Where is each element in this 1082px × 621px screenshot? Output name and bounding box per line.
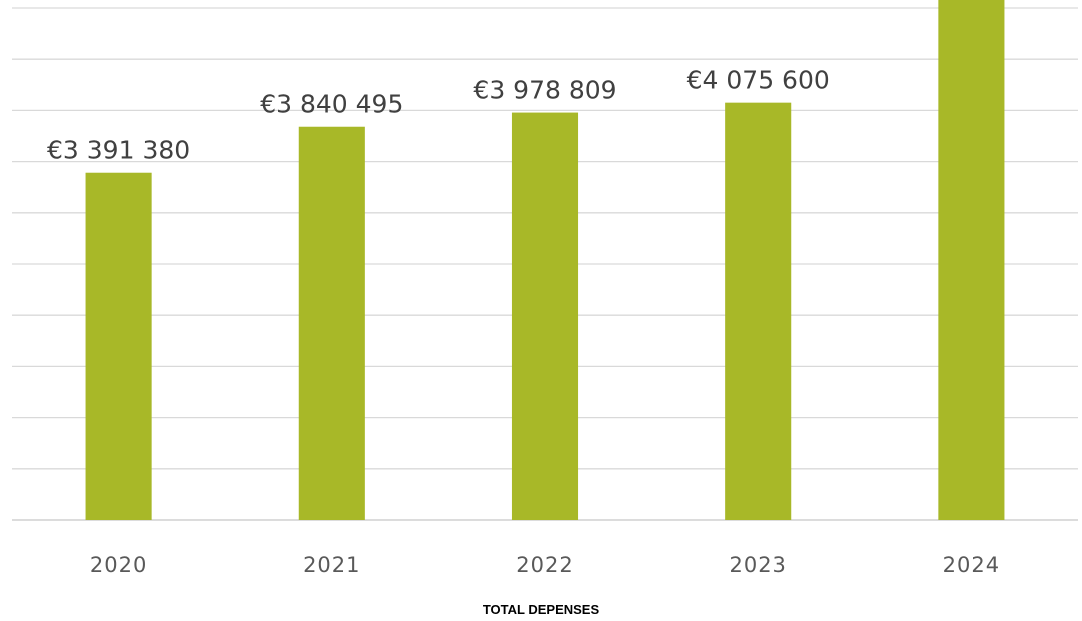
x-tick-label-2021: 2021	[303, 553, 360, 577]
x-axis-ticks: 2020 2021 2022 2023 2024	[90, 553, 1000, 577]
data-label-2021: €3 840 495	[260, 90, 403, 119]
x-tick-label-2020: 2020	[90, 553, 147, 577]
bars	[85, 0, 1005, 521]
data-label-2020: €3 391 380	[47, 136, 190, 165]
bar-2021	[298, 126, 365, 521]
bar-2022	[511, 112, 579, 521]
bar-2020	[85, 172, 152, 520]
x-tick-label-2022: 2022	[516, 553, 573, 577]
bar-2023	[725, 102, 792, 520]
data-labels: €3 391 380 €3 840 495 €3 978 809 €4 075 600…	[47, 66, 830, 165]
data-label-2023: €4 075 600	[687, 66, 830, 95]
x-tick-label-2023: 2023	[729, 553, 786, 577]
data-label-2022: €3 978 809	[473, 76, 616, 105]
bar-2024	[938, 0, 1005, 521]
x-tick-label-2024: 2024	[943, 553, 1000, 577]
chart-title: TOTAL DEPENSES	[482, 602, 600, 617]
